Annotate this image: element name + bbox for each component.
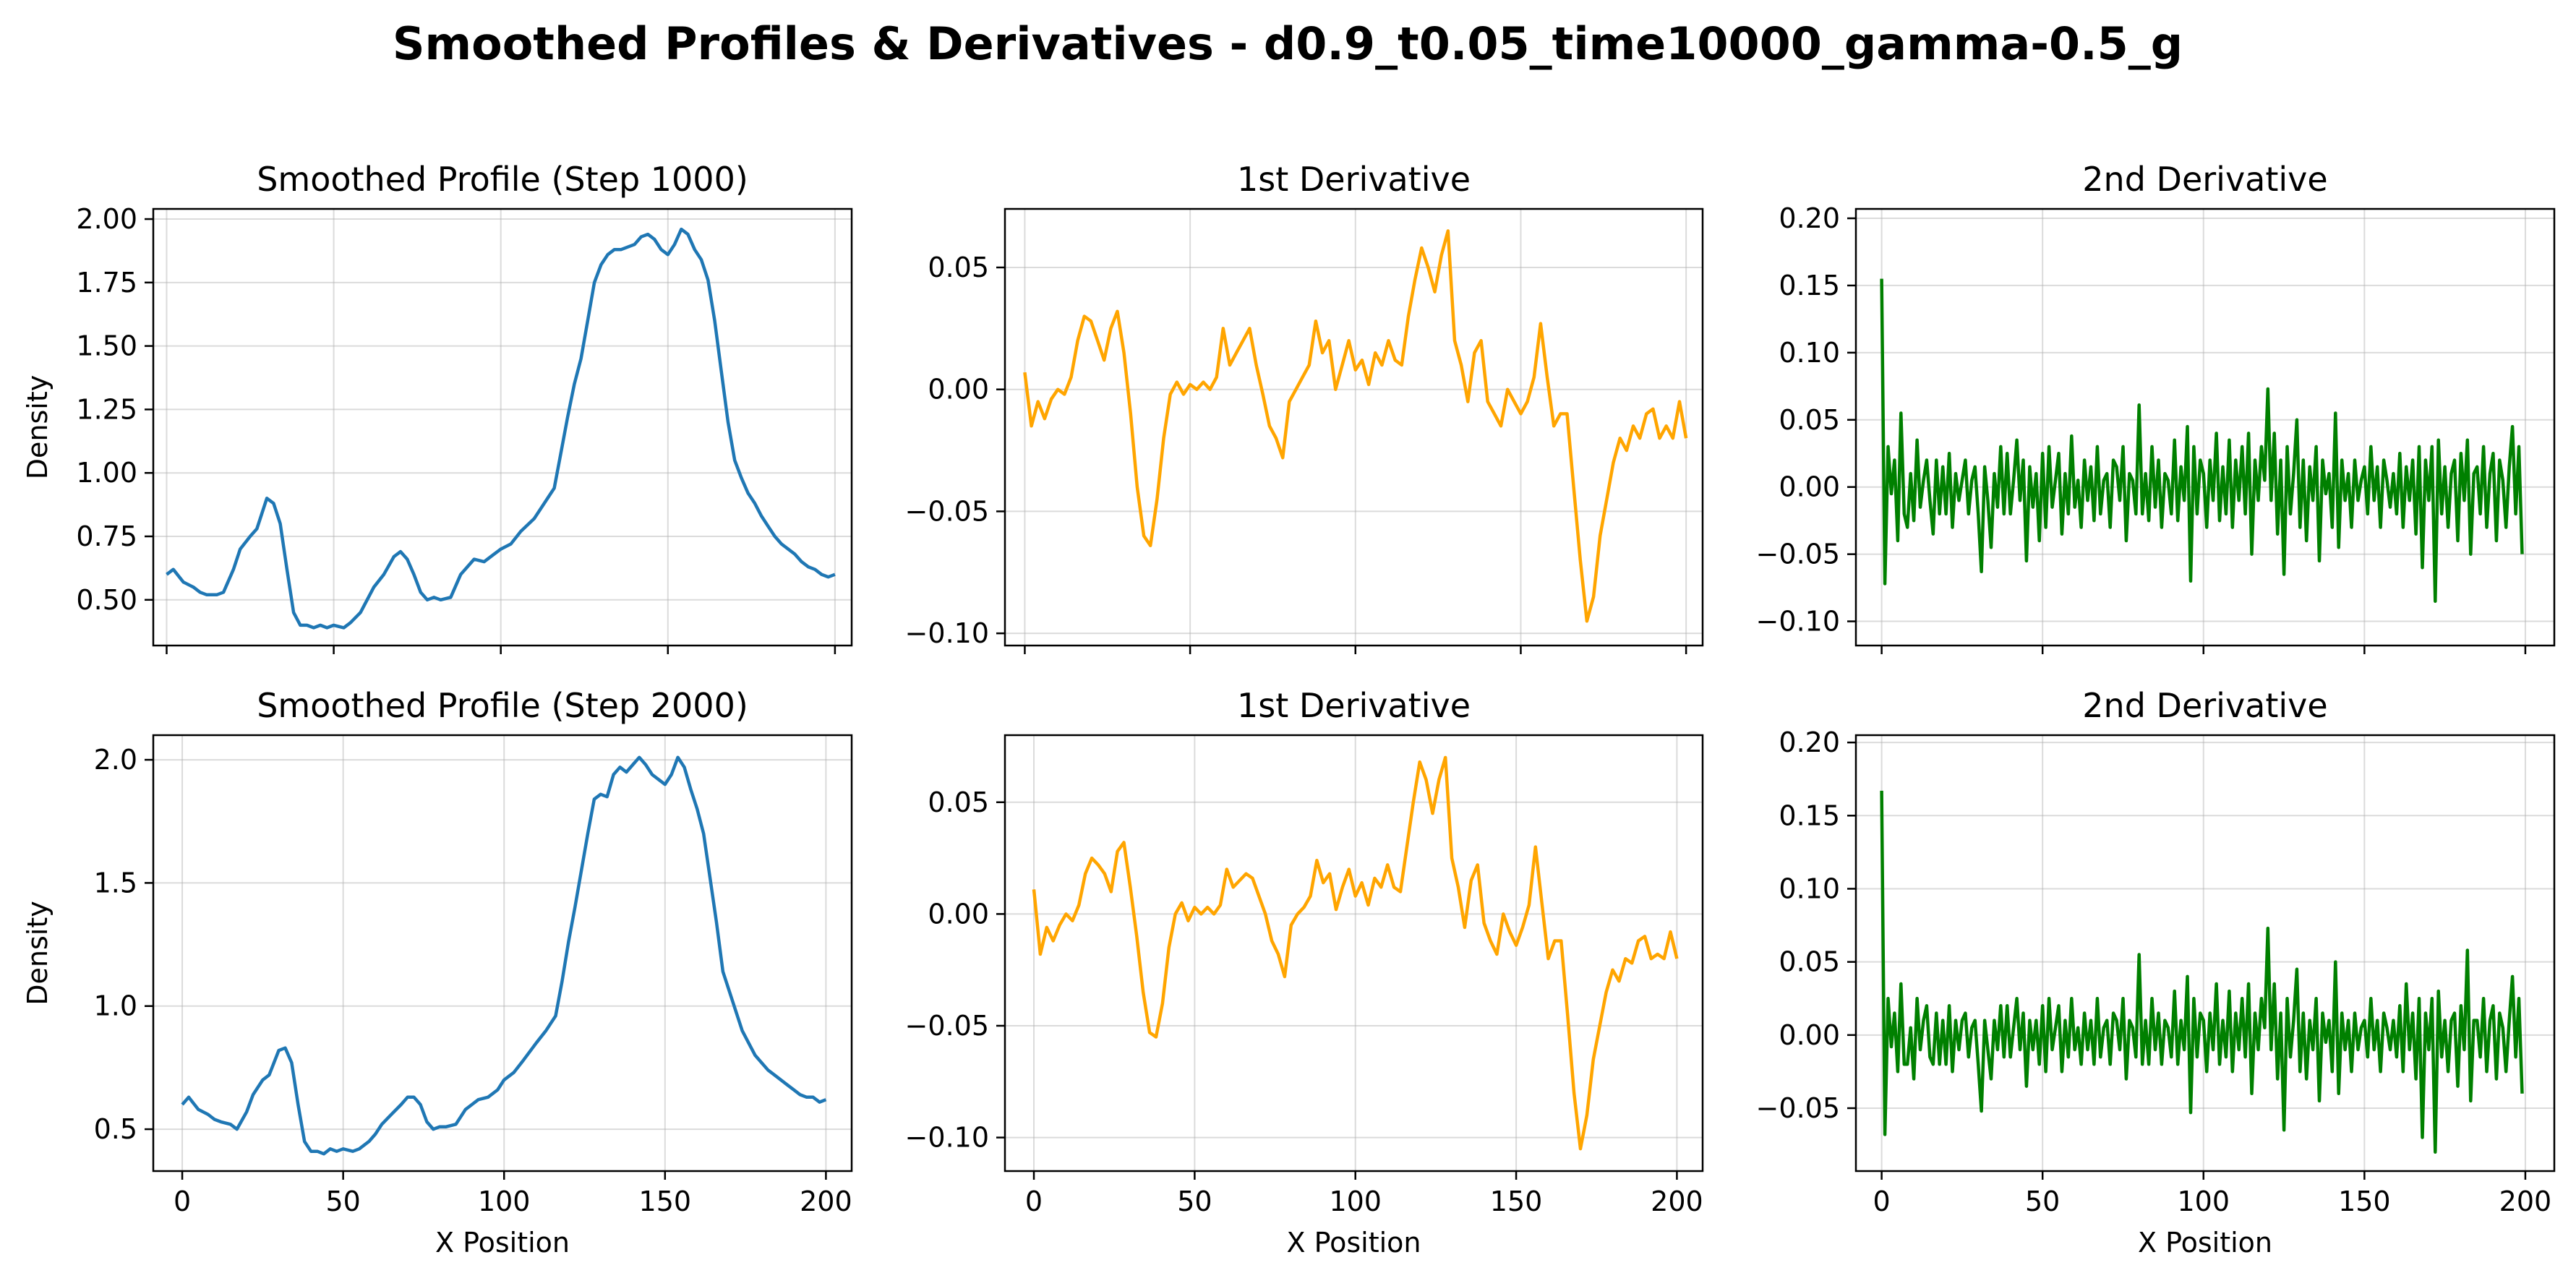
chart-panel: 0 50 100 150 200 −0.05 0.00 0.05 0.10 0.15 0.20 2nd… (1756, 686, 2556, 1259)
y-tick-label: 0.15 (1779, 270, 1840, 301)
chart-panel: 0 50 100 150 200 −0.10 −0.05 0.00 0.05 1st Deriva… (905, 686, 1704, 1259)
series-line (1023, 229, 1688, 623)
y-tick-label: 1.25 (76, 393, 137, 425)
series-line (1032, 755, 1679, 1151)
y-tick-label: −0.05 (905, 1010, 989, 1042)
axes-frame (152, 734, 853, 1173)
x-axis-label: X Position (435, 1227, 570, 1259)
y-tick-label: 0.00 (928, 374, 989, 406)
y-tick-label: −0.10 (905, 617, 989, 649)
x-tick-label: 100 (2178, 1186, 2230, 1217)
chart-panel: −0.10 −0.05 0.00 0.05 1st Derivative (905, 160, 1704, 654)
x-axis-label: X Position (1286, 1227, 1421, 1259)
x-tick-label: 200 (2499, 1186, 2552, 1217)
y-tick-label: 0.75 (76, 520, 137, 552)
series-line (1880, 278, 2524, 603)
series-line (181, 755, 827, 1156)
axes-frame (1004, 734, 1704, 1173)
x-tick-label: 150 (2338, 1186, 2391, 1217)
axes-frame (1854, 207, 2556, 647)
y-tick-label: 1.0 (94, 990, 137, 1022)
x-tick-label: 100 (1329, 1186, 1382, 1217)
chart-panel: −0.10 −0.05 0.00 0.05 0.10 0.15 0.20 2nd Deriva… (1756, 160, 2556, 654)
y-tick-label: 0.05 (928, 786, 989, 818)
x-axis-label: X Position (2138, 1227, 2272, 1259)
y-tick-label: 1.75 (76, 267, 137, 299)
chart-panel: 0 50 100 150 200 0.5 1.0 1.5 2.0 Smoothed Profile… (22, 686, 853, 1259)
x-tick-label: 50 (1177, 1186, 1212, 1217)
y-tick-label: 0.50 (76, 584, 137, 616)
x-tick-label: 200 (1651, 1186, 1703, 1217)
y-tick-label: 0.05 (1779, 404, 1840, 436)
axes-frame (1004, 207, 1704, 647)
x-tick-label: 150 (639, 1186, 692, 1217)
y-tick-label: 2.00 (76, 203, 137, 235)
y-tick-label: 0.00 (928, 898, 989, 930)
panel-title: 2nd Derivative (2082, 686, 2327, 725)
y-tick-label: 0.15 (1779, 800, 1840, 831)
y-tick-label: 0.20 (1779, 202, 1840, 234)
y-axis-label: Density (22, 901, 54, 1005)
x-tick-label: 0 (1025, 1186, 1043, 1217)
panel-title: 1st Derivative (1237, 160, 1471, 199)
y-tick-label: 1.00 (76, 457, 137, 489)
y-tick-label: 0.10 (1779, 337, 1840, 369)
y-tick-label: −0.05 (1756, 1092, 1840, 1124)
axes-frame (152, 207, 853, 647)
panel-title: 1st Derivative (1237, 686, 1471, 725)
series-line (166, 227, 836, 630)
series-line (1880, 790, 2524, 1154)
y-tick-label: 1.50 (76, 330, 137, 362)
panel-title: Smoothed Profile (Step 1000) (257, 160, 748, 199)
x-tick-label: 50 (2025, 1186, 2060, 1217)
y-tick-label: 0.05 (928, 252, 989, 283)
x-tick-label: 200 (800, 1186, 852, 1217)
y-axis-label: Density (22, 375, 54, 479)
chart-panel: 0.50 0.75 1.00 1.25 1.50 1.75 2.00 Smoothed Pro… (22, 160, 853, 654)
x-tick-label: 50 (325, 1186, 360, 1217)
x-tick-label: 100 (478, 1186, 531, 1217)
y-tick-label: 2.0 (94, 744, 137, 776)
y-tick-label: 0.00 (1779, 471, 1840, 503)
axes-frame (1854, 734, 2556, 1173)
y-tick-label: −0.10 (905, 1122, 989, 1154)
y-tick-label: 0.10 (1779, 873, 1840, 904)
y-tick-label: 0.00 (1779, 1019, 1840, 1051)
x-tick-label: 0 (174, 1186, 191, 1217)
y-tick-label: 0.5 (94, 1113, 137, 1145)
panel-title: Smoothed Profile (Step 2000) (257, 686, 748, 725)
y-tick-label: −0.05 (1756, 539, 1840, 570)
panel-title: 2nd Derivative (2082, 160, 2327, 199)
y-tick-label: 0.05 (1779, 946, 1840, 978)
x-tick-label: 150 (1490, 1186, 1543, 1217)
y-tick-label: −0.05 (905, 495, 989, 527)
y-tick-label: −0.10 (1756, 606, 1840, 638)
figure-title: Smoothed Profiles & Derivatives - d0.9_t… (393, 17, 2183, 70)
y-tick-label: 0.20 (1779, 726, 1840, 758)
x-tick-label: 0 (1873, 1186, 1891, 1217)
y-tick-label: 1.5 (94, 867, 137, 899)
